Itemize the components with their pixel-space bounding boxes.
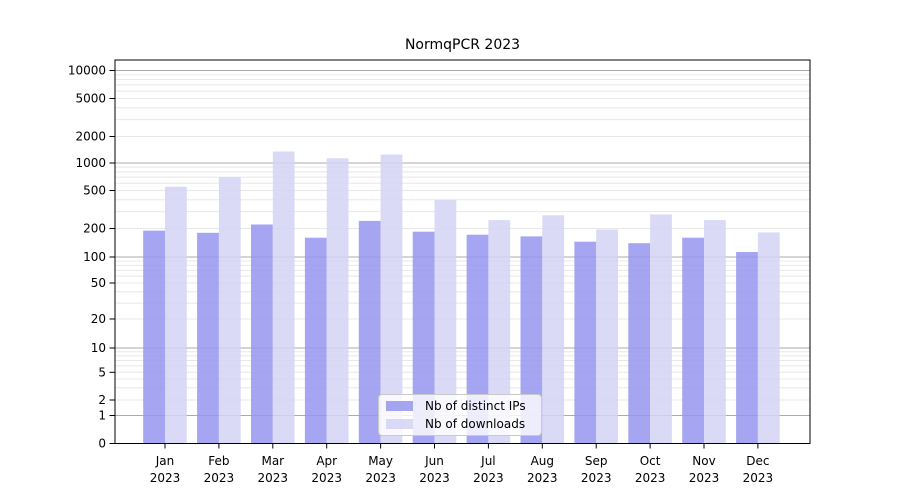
x-tick-label-month: Jan (155, 454, 175, 468)
bar-nb-of-distinct-ips-feb (197, 232, 219, 444)
legend-swatch-downloads (386, 419, 413, 429)
bar-nb-of-distinct-ips-mar (251, 224, 273, 444)
y-tick-label: 20 (91, 312, 106, 326)
x-tick-label-month: Nov (692, 454, 715, 468)
bar-nb-of-distinct-ips-aug (520, 236, 543, 444)
bar-nb-of-downloads-sep (596, 229, 618, 444)
y-tick-label: 50 (91, 276, 106, 290)
y-tick-label: 2000 (75, 130, 106, 144)
bar-nb-of-distinct-ips-oct (628, 243, 651, 444)
legend: Nb of distinct IPs Nb of downloads (378, 394, 542, 436)
plot-border (114, 59, 811, 444)
x-tick-label-year: 2023 (204, 471, 235, 485)
y-tick-label: 2 (98, 393, 106, 407)
bar-nb-of-downloads-apr (326, 158, 349, 444)
x-tick-label-month: Aug (531, 454, 554, 468)
legend-label-downloads: Nb of downloads (425, 417, 526, 431)
x-tick-label-year: 2023 (689, 471, 720, 485)
bar-nb-of-downloads-dec (757, 232, 780, 444)
bar-nb-of-distinct-ips-sep (574, 241, 597, 444)
chart-title: NormqPCR 2023 (404, 37, 521, 53)
x-tick-label-month: Oct (640, 454, 661, 468)
legend-item-distinct-ips: Nb of distinct IPs (386, 399, 541, 413)
bar-nb-of-distinct-ips-apr (304, 237, 327, 444)
y-tick-label: 500 (83, 184, 106, 198)
x-tick-label-year: 2023 (527, 471, 558, 485)
x-tick-label-month: May (368, 454, 393, 468)
bar-nb-of-distinct-ips-jan (143, 230, 165, 444)
y-tick-label: 5 (98, 366, 106, 380)
x-tick-label-year: 2023 (365, 471, 396, 485)
y-tick-label: 0 (98, 437, 106, 451)
x-tick-label-year: 2023 (311, 471, 342, 485)
x-tick-label-month: Mar (261, 454, 284, 468)
y-tick-label: 10 (91, 341, 106, 355)
bar-nb-of-downloads-jun (434, 199, 457, 444)
y-tick-label: 1000 (75, 156, 106, 170)
x-tick-label-year: 2023 (473, 471, 504, 485)
x-tick-label-month: Apr (316, 454, 337, 468)
bar-nb-of-downloads-mar (272, 151, 295, 444)
bar-nb-of-downloads-jan (165, 186, 187, 444)
legend-label-distinct-ips: Nb of distinct IPs (425, 399, 526, 413)
bar-nb-of-downloads-nov (704, 220, 726, 444)
y-tick-label: 10000 (68, 64, 106, 78)
bar-nb-of-downloads-may (380, 154, 403, 444)
y-tick-label: 100 (83, 250, 106, 264)
x-tick-label-year: 2023 (635, 471, 666, 485)
x-tick-label-month: Jun (424, 454, 444, 468)
x-tick-label-year: 2023 (743, 471, 774, 485)
x-tick-label-year: 2023 (419, 471, 450, 485)
bar-nb-of-distinct-ips-dec (736, 252, 758, 444)
x-tick-label-month: Jul (480, 454, 495, 468)
bar-nb-of-downloads-oct (650, 214, 672, 444)
bar-nb-of-downloads-aug (542, 215, 565, 444)
x-tick-label-month: Sep (585, 454, 608, 468)
bar-nb-of-distinct-ips-jul (466, 234, 489, 444)
x-tick-label-year: 2023 (581, 471, 612, 485)
x-tick-label-month: Dec (746, 454, 769, 468)
y-tick-label: 1 (98, 409, 106, 423)
x-tick-label-year: 2023 (258, 471, 289, 485)
bar-nb-of-downloads-jul (488, 220, 511, 444)
bar-nb-of-distinct-ips-may (358, 220, 381, 444)
bar-nb-of-distinct-ips-nov (682, 237, 704, 444)
x-tick-label-year: 2023 (150, 471, 181, 485)
y-tick-label: 5000 (75, 92, 106, 106)
bar-nb-of-downloads-feb (218, 177, 241, 444)
x-tick-label-month: Feb (208, 454, 229, 468)
legend-swatch-distinct-ips (386, 401, 413, 411)
legend-item-downloads: Nb of downloads (386, 417, 541, 431)
y-tick-label: 200 (83, 222, 106, 236)
bar-nb-of-distinct-ips-jun (412, 231, 435, 444)
